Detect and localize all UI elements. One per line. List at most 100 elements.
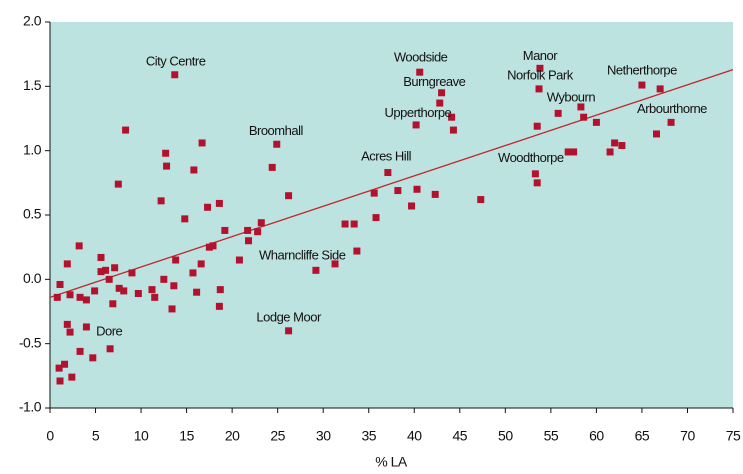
point [82,323,90,331]
y-tick-label: -0.5 [19,334,42,350]
point [667,118,675,126]
point [163,162,171,170]
point [254,228,262,236]
point [372,214,380,222]
point [105,275,113,283]
annotation: Wharncliffe Side [259,248,346,263]
y-tick-label: 0.0 [23,270,42,286]
point [102,266,110,274]
point [68,373,76,381]
x-tick-label: 20 [225,428,240,444]
point [570,148,578,156]
point [285,192,293,200]
x-tick-label: 15 [179,428,194,444]
point [215,302,223,310]
annotation: Netherthorpe [607,62,677,77]
point [638,81,646,89]
annotation: Woodside [394,49,448,64]
point [122,126,130,134]
annotation: Norfolk Park [507,67,574,82]
x-tick-label: 50 [498,428,513,444]
point [245,237,253,245]
annotation: Wybourn [547,89,596,104]
point [171,71,179,79]
point [216,286,224,294]
x-tick-label: 10 [134,428,149,444]
point [436,99,444,107]
point [580,113,588,121]
annotation: Woodthorpe [498,150,564,165]
point [204,203,212,211]
x-tick-label: 45 [453,428,468,444]
point [168,305,176,313]
point [235,256,243,264]
point [162,149,170,157]
y-tick-label: 1.0 [23,141,42,157]
point [370,189,378,197]
point [244,226,252,234]
point [56,280,64,288]
point [114,180,122,188]
point [63,260,71,268]
y-tick-label: 2.0 [23,13,42,29]
point [353,247,361,255]
y-tick-label: 1.5 [23,77,42,93]
point [193,288,201,296]
point [384,169,392,177]
point [531,170,539,178]
point [341,220,349,228]
point [97,268,105,276]
x-tick-label: 65 [635,428,650,444]
y-tick-label: 0.5 [23,206,42,222]
point [285,327,293,335]
point [89,354,97,362]
x-tick-label: 35 [361,428,376,444]
point [172,256,180,264]
x-axis-label: % LA [375,454,408,470]
point [189,269,197,277]
point [160,275,168,283]
annotation: Manor [523,48,559,63]
point [413,185,421,193]
point [209,242,217,250]
x-tick-label: 75 [726,428,741,444]
annotation: Dore [96,324,122,339]
x-tick-label: 60 [589,428,604,444]
x-tick-label: 30 [316,428,331,444]
point [618,142,626,150]
point [477,196,485,204]
point [197,260,205,268]
point [148,286,156,294]
point [76,293,84,301]
x-tick-label: 0 [46,428,54,444]
point [577,103,585,111]
annotation: Acres Hill [361,149,412,164]
point [448,113,456,121]
point [273,140,281,148]
point [63,320,71,328]
point [533,122,541,130]
point [106,345,114,353]
plot-area [50,22,733,408]
point [653,130,661,138]
point [76,347,84,355]
point [221,226,229,234]
point [606,148,614,156]
annotation: Burngreave [403,74,465,89]
point [75,242,83,250]
point [350,220,358,228]
point [408,202,416,210]
point [82,296,90,304]
x-tick-label: 5 [92,428,100,444]
point [535,85,543,93]
x-tick-label: 40 [407,428,422,444]
x-tick-label: 25 [270,428,285,444]
point [53,293,61,301]
trend-line [49,68,734,298]
x-tick-label: 55 [544,428,559,444]
point [198,139,206,147]
point [331,260,339,268]
point [66,291,74,299]
point [533,179,541,187]
